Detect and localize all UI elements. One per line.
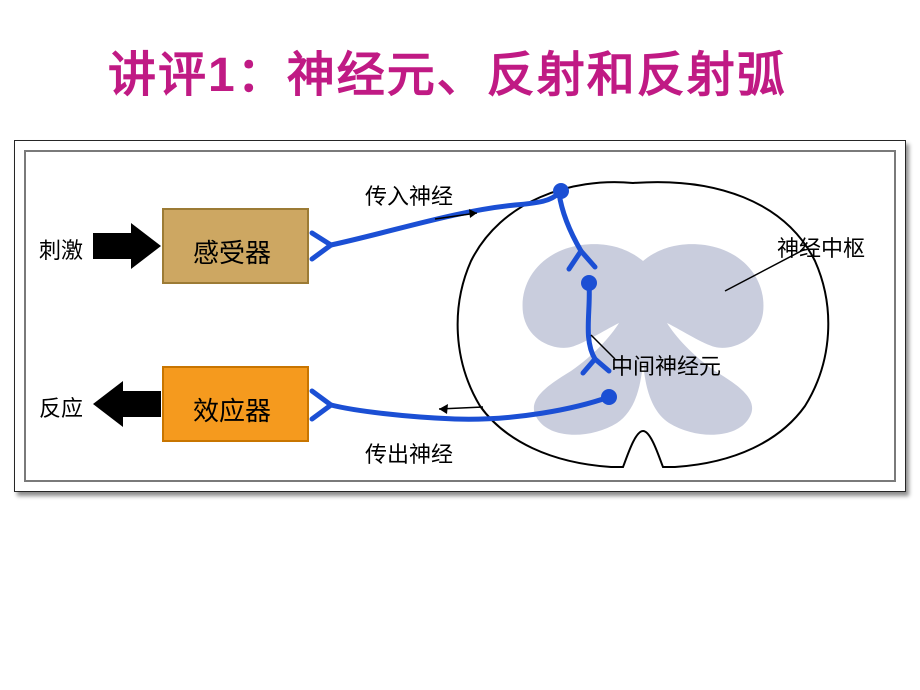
nerve-center-label: 神经中枢	[777, 231, 865, 263]
interneuron-label: 中间神经元	[611, 349, 721, 381]
receptor-label: 感受器	[193, 233, 271, 270]
effector-label: 效应器	[193, 391, 271, 428]
diagram-svg	[15, 141, 907, 493]
diagram-frame: 刺激 反应 感受器 效应器 传入神经 传出神经 神经中枢 中间神经元	[14, 140, 906, 492]
efferent-nerve-label: 传出神经	[365, 437, 453, 469]
afferent-nerve-label: 传入神经	[365, 179, 453, 211]
title-band: 讲评1：神经元、反射和反射弧	[16, 22, 904, 118]
stimulus-label: 刺激	[39, 233, 83, 265]
slide-title: 讲评1：神经元、反射和反射弧	[108, 35, 787, 105]
response-label: 反应	[39, 391, 83, 423]
response-arrow-icon	[93, 381, 161, 427]
efferent-direction-arrow-icon	[439, 404, 483, 414]
stimulus-arrow-icon	[93, 223, 161, 269]
